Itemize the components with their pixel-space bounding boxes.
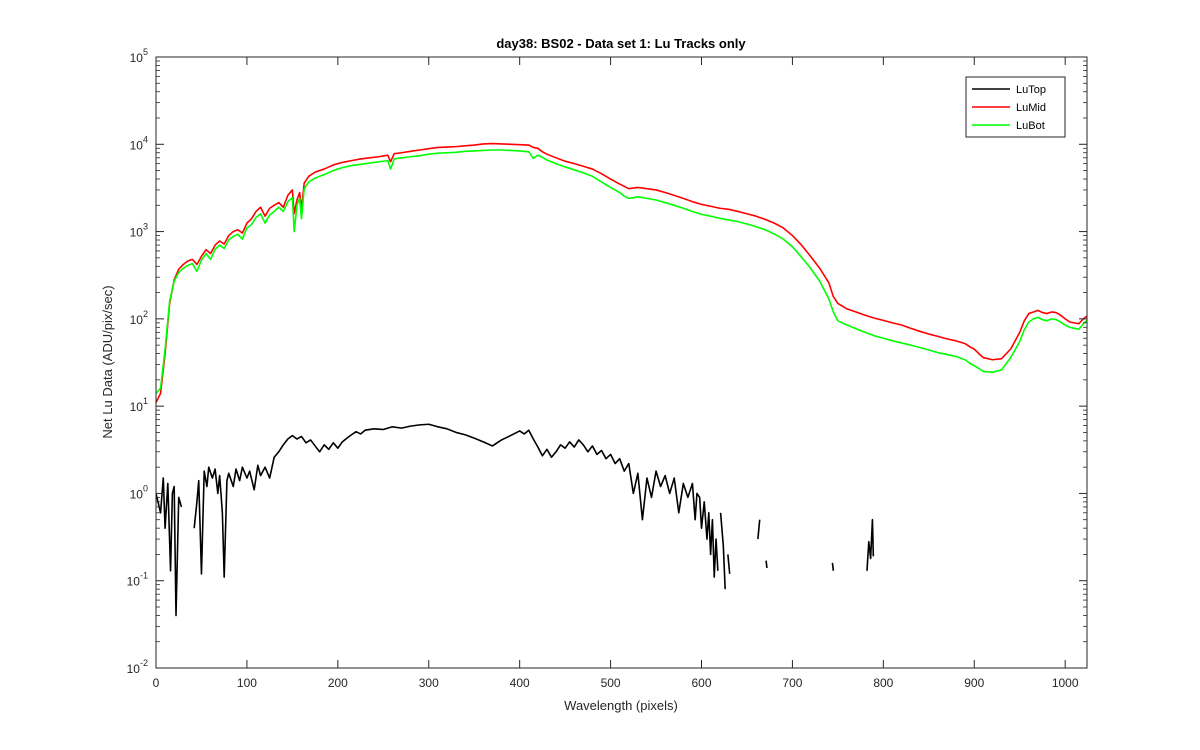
legend: LuTop LuMid LuBot: [965, 76, 1066, 138]
y-tick-label: 101: [130, 396, 148, 414]
legend-label-lutop: LuTop: [1016, 84, 1046, 96]
series-lubot: [156, 149, 1087, 394]
x-tick-label: 900: [964, 676, 984, 690]
series-line-lumid: [156, 142, 1087, 403]
x-tick-label: 700: [782, 676, 802, 690]
series-line-lutop: [719, 512, 726, 590]
y-tick-label: 10-2: [127, 658, 148, 676]
y-tick-label: 100: [130, 483, 148, 501]
series-line-lutop: [727, 554, 731, 574]
x-axis-label: Wavelength (pixels): [564, 698, 678, 713]
x-tick-label: 300: [419, 676, 439, 690]
y-tick-label: 102: [130, 309, 148, 327]
axes: 0 100 200 300 400 500 600 700 800 900 1000 10-2 10-1…: [127, 47, 1088, 690]
legend-label-lumid: LuMid: [1016, 102, 1046, 114]
series-lutop: [156, 423, 875, 617]
series-line-lutop: [831, 562, 835, 571]
x-tick-label: 600: [691, 676, 711, 690]
x-tick-label: 400: [510, 676, 530, 690]
x-tick-label: 0: [153, 676, 160, 690]
chart-title: day38: BS02 - Data set 1: Lu Tracks only: [496, 36, 746, 51]
series-line-lutop: [757, 519, 761, 540]
y-tick-label: 104: [130, 134, 148, 152]
y-tick-label: 103: [130, 222, 148, 240]
plot-background: [156, 57, 1087, 668]
y-axis-label: Net Lu Data (ADU/pix/sec): [100, 285, 115, 438]
x-tick-label: 500: [601, 676, 621, 690]
series-line-lutop: [193, 423, 719, 578]
plot-area: [156, 57, 1087, 668]
x-tick-label: 800: [873, 676, 893, 690]
series-line-lubot: [156, 149, 1087, 394]
series-line-lutop: [156, 477, 183, 617]
legend-label-lubot: LuBot: [1016, 120, 1045, 132]
y-tick-label: 105: [130, 47, 148, 65]
series-line-lutop: [866, 518, 875, 571]
x-tick-label: 100: [237, 676, 257, 690]
y-tick-label: 10-1: [127, 571, 148, 589]
x-tick-label: 200: [328, 676, 348, 690]
series-line-lutop: [765, 560, 768, 569]
series-lumid: [156, 142, 1087, 403]
series-group: [156, 142, 1087, 617]
x-tick-label: 1000: [1052, 676, 1079, 690]
axes-box: [155, 56, 1088, 669]
